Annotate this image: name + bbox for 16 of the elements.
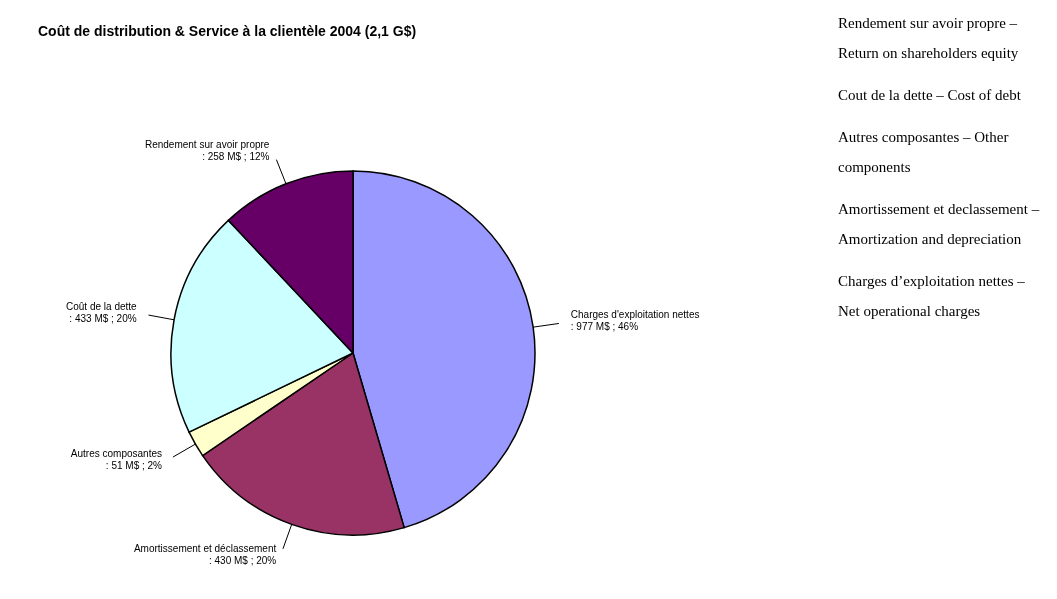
text: Autres composantes – Other components: [838, 128, 1010, 177]
slice-label: Autres composantes: [70, 448, 162, 460]
data-label: : 258 M$ ; 12%: [202, 151, 270, 163]
slice-label: Coût de la dette: [66, 300, 138, 312]
data-label: : 433 M$ ; 20%: [69, 312, 137, 324]
data-label: : 51 M$ ; 2%: [105, 460, 163, 472]
slice-label: Charges d'exploitation nettes: [570, 309, 700, 321]
slice-label: Rendement sur avoir propre: [144, 139, 270, 151]
chart-title: Coût de distribution & Service à la clientèle 2004 (2,1 G$): [38, 23, 417, 39]
slice-label: Amortissement et déclassement: [133, 543, 277, 555]
text: Rendement sur avoir propre – Return on shareholders equity: [838, 14, 1020, 63]
text: Charges d’exploitation nettes – Net operational charges: [838, 272, 1026, 321]
text: Amortissement et declassement – Amortization and depreciation: [838, 200, 1041, 249]
text: Cout de la dette – Cost of debt: [838, 86, 1022, 105]
data-label: : 430 M$ ; 20%: [208, 555, 277, 567]
data-label: : 977 M$ ; 46%: [570, 321, 639, 333]
